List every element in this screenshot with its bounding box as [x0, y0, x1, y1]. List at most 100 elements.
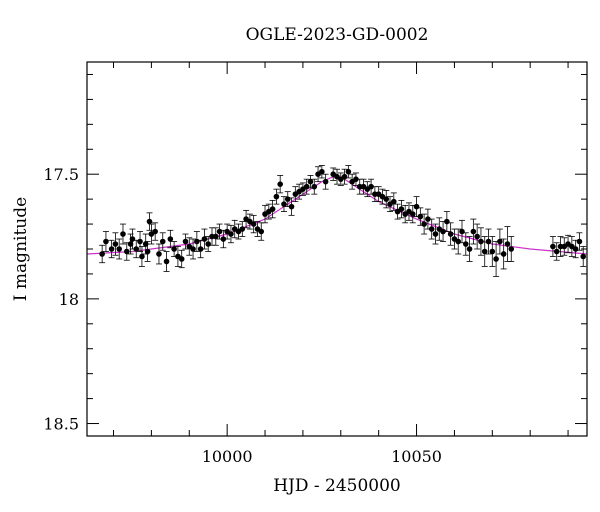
point-marker [139, 253, 145, 260]
point-marker [144, 248, 151, 255]
data-point [493, 241, 500, 277]
point-marker [311, 183, 318, 190]
data-point [485, 228, 492, 255]
point-marker [553, 248, 560, 255]
data-point [239, 221, 246, 237]
data-point [265, 203, 272, 220]
point-marker [269, 206, 276, 212]
data-point [440, 221, 447, 242]
point-marker [152, 228, 158, 235]
data-point [250, 214, 257, 234]
data-point [155, 243, 162, 265]
point-marker [281, 201, 287, 207]
point-marker [212, 233, 219, 240]
data-point [227, 224, 234, 244]
point-marker [277, 181, 283, 187]
point-marker [159, 238, 166, 245]
point-marker [273, 193, 280, 200]
data-point [576, 232, 583, 251]
point-marker [421, 221, 427, 227]
point-marker [493, 256, 499, 262]
data-point [269, 199, 276, 219]
data-point [322, 173, 329, 190]
point-marker [391, 198, 397, 205]
data-point [224, 223, 231, 240]
point-marker [398, 206, 405, 212]
data-point [201, 228, 208, 250]
point-marker [216, 228, 223, 235]
point-marker [120, 231, 126, 237]
point-marker [322, 178, 329, 185]
y-axis-label: I magnitude [11, 197, 31, 301]
data-point [167, 229, 174, 249]
point-marker [500, 251, 507, 257]
data-point [549, 236, 556, 257]
point-marker [341, 173, 348, 180]
data-point [462, 232, 469, 256]
data-point [500, 238, 507, 270]
data-point [144, 241, 151, 262]
x-axis-label: HJD - 2450000 [273, 476, 401, 496]
point-marker [580, 253, 587, 260]
point-marker [478, 238, 484, 245]
data-point [474, 223, 481, 250]
point-marker [481, 248, 488, 255]
point-marker [383, 196, 390, 202]
data-point [318, 165, 325, 179]
point-marker [504, 241, 511, 247]
point-marker [303, 183, 310, 190]
point-marker [489, 248, 496, 255]
point-marker [432, 231, 439, 237]
data-point [133, 239, 140, 259]
point-marker [201, 236, 208, 242]
data-point [580, 246, 587, 267]
point-marker [142, 241, 149, 247]
data-point [334, 168, 340, 185]
data-point [455, 228, 462, 255]
point-marker [167, 236, 174, 242]
point-marker [239, 226, 246, 232]
data-point [137, 231, 144, 252]
data-point [383, 190, 390, 209]
data-point [398, 199, 405, 219]
data-point [508, 236, 515, 262]
data-point [345, 165, 352, 179]
chart-title: OGLE-2023-GD-0002 [246, 25, 429, 45]
point-marker [108, 246, 115, 252]
data-point [477, 227, 484, 256]
y-tick-label: 17.5 [43, 165, 79, 184]
data-point [284, 191, 291, 208]
data-point [108, 239, 115, 259]
point-marker [576, 238, 583, 245]
x-tick-label: 10000 [202, 447, 253, 466]
y-tick-label: 18 [59, 290, 79, 309]
data-point [258, 222, 265, 241]
data-point [152, 222, 159, 241]
point-marker [127, 241, 134, 247]
point-marker [470, 228, 477, 235]
data-point [311, 178, 318, 195]
data-point [171, 241, 178, 257]
data-point [212, 227, 219, 246]
point-marker [466, 246, 473, 252]
data-point [273, 188, 280, 205]
point-marker [123, 248, 130, 255]
point-marker [220, 236, 227, 242]
point-marker [459, 228, 465, 235]
data-point [123, 242, 130, 261]
data-point [288, 197, 295, 216]
data-point [568, 236, 575, 257]
point-marker [462, 241, 469, 247]
data-point [394, 203, 401, 220]
x-tick-label: 10050 [391, 447, 442, 466]
data-point [116, 238, 123, 260]
y-tick-label: 18.5 [43, 415, 79, 434]
point-marker [288, 203, 295, 210]
data-point [364, 181, 371, 198]
point-marker [146, 218, 153, 225]
point-marker [440, 228, 446, 235]
data-point [277, 175, 284, 194]
data-point [163, 251, 170, 272]
point-marker [455, 238, 462, 245]
point-marker [417, 213, 424, 220]
